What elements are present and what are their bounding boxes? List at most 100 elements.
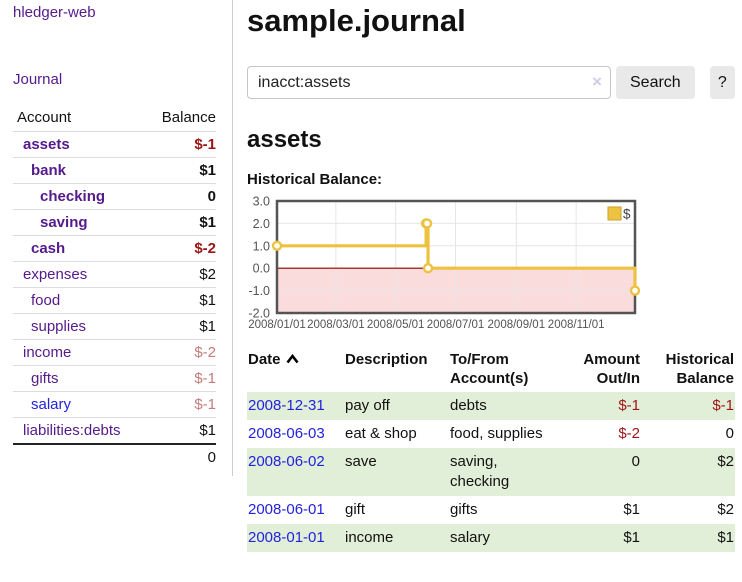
- transaction-accounts: food, supplies: [450, 425, 543, 442]
- account-link-gifts[interactable]: gifts: [31, 370, 59, 387]
- column-header-amount: Amount Out/In: [583, 351, 640, 387]
- transaction-description: income: [345, 529, 394, 546]
- svg-text:2008/01/01: 2008/01/01: [248, 319, 306, 331]
- sort-asc-icon: [285, 350, 299, 369]
- account-row: income $-2: [13, 339, 216, 366]
- svg-text:2008/03/01: 2008/03/01: [307, 319, 365, 331]
- svg-text:2008/05/01: 2008/05/01: [367, 319, 425, 331]
- column-header-description: Description: [345, 351, 428, 368]
- sidebar: hledger-web Journal Account Balance asse…: [0, 0, 233, 476]
- historical-balance-chart: 3.0 2.0 1.0 0.0 -1.0 -2.0 2008/01/01 2008/03/01…: [247, 195, 735, 335]
- svg-text:1.0: 1.0: [253, 239, 270, 253]
- account-balance: $-2: [194, 240, 216, 257]
- account-link-bank[interactable]: bank: [31, 162, 67, 179]
- transaction-row: 2008-01-01 income salary $1 $1: [247, 524, 735, 552]
- svg-text:2008/09/01: 2008/09/01: [488, 319, 546, 331]
- sidebar-item-journal[interactable]: Journal: [13, 71, 63, 88]
- accounts-total-row: 0: [13, 444, 216, 470]
- account-link-liabilities-debts[interactable]: liabilities:debts: [23, 422, 121, 439]
- account-link-supplies[interactable]: supplies: [31, 318, 87, 335]
- transaction-date-link[interactable]: 2008-06-02: [248, 453, 325, 470]
- transaction-accounts: saving, checking: [450, 453, 510, 490]
- transaction-amount: 0: [631, 453, 640, 470]
- account-balance: $1: [199, 292, 216, 309]
- account-row: cash $-2: [13, 235, 216, 262]
- account-balance: $-1: [194, 370, 216, 387]
- account-link-food[interactable]: food: [31, 292, 61, 309]
- transaction-accounts: debts: [450, 397, 487, 414]
- account-row: checking 0: [13, 183, 216, 210]
- main-content: sample.journal × Search ? assets Histori…: [233, 0, 742, 552]
- search-form: × Search ?: [247, 66, 735, 99]
- transaction-date-link[interactable]: 2008-01-01: [248, 529, 325, 546]
- transaction-date-link[interactable]: 2008-06-03: [248, 425, 325, 442]
- account-link-expenses[interactable]: expenses: [23, 266, 88, 283]
- column-header-date[interactable]: Date: [247, 347, 344, 392]
- account-row: bank $1: [13, 157, 216, 184]
- transaction-description: save: [345, 453, 377, 470]
- transaction-accounts: gifts: [450, 501, 478, 518]
- svg-text:2.0: 2.0: [253, 217, 270, 231]
- transaction-balance: $1: [717, 529, 734, 546]
- account-row: expenses $2: [13, 261, 216, 288]
- chart-title: Historical Balance:: [247, 171, 383, 188]
- account-balance: $1: [199, 422, 216, 439]
- transaction-date-link[interactable]: 2008-06-01: [248, 501, 325, 518]
- svg-text:-1.0: -1.0: [248, 284, 270, 298]
- account-heading: assets: [247, 126, 322, 153]
- account-row: liabilities:debts $1: [13, 417, 216, 445]
- transaction-row: 2008-06-02 save saving, checking 0 $2: [247, 448, 735, 496]
- search-button[interactable]: Search: [616, 66, 695, 99]
- svg-text:-2.0: -2.0: [248, 307, 270, 321]
- svg-text:0.0: 0.0: [253, 262, 270, 276]
- account-link-assets[interactable]: assets: [23, 136, 70, 153]
- search-input[interactable]: [247, 66, 611, 99]
- account-row: supplies $1: [13, 313, 216, 340]
- svg-text:2008/11/01: 2008/11/01: [548, 319, 605, 331]
- accounts-total-value: 0: [207, 449, 216, 466]
- transaction-description: gift: [345, 501, 366, 518]
- transaction-description: pay off: [345, 397, 390, 414]
- transaction-amount: $1: [623, 501, 640, 518]
- account-balance: $1: [199, 162, 216, 179]
- account-row: food $1: [13, 287, 216, 314]
- svg-text:$: $: [623, 207, 631, 222]
- account-balance: $-1: [194, 136, 216, 153]
- balance-col-header: Balance: [161, 109, 216, 126]
- account-row: salary $-1: [13, 391, 216, 418]
- account-balance: $1: [199, 318, 216, 335]
- transaction-accounts: salary: [450, 529, 491, 546]
- transaction-balance: $-1: [712, 397, 734, 414]
- account-balance: 0: [207, 188, 216, 205]
- account-link-cash[interactable]: cash: [31, 240, 66, 257]
- account-link-saving[interactable]: saving: [40, 214, 88, 231]
- transaction-balance: $2: [717, 501, 734, 518]
- transaction-date-link[interactable]: 2008-12-31: [248, 397, 325, 414]
- transaction-amount: $1: [623, 529, 640, 546]
- account-link-salary[interactable]: salary: [31, 396, 72, 413]
- column-header-balance: Historical Balance: [665, 351, 734, 387]
- transaction-row: 2008-12-31 pay off debts $-1 $-1: [247, 392, 735, 420]
- transaction-description: eat & shop: [345, 425, 417, 442]
- account-balance: $-2: [194, 344, 216, 361]
- account-link-income[interactable]: income: [23, 344, 72, 361]
- account-row: saving $1: [13, 209, 216, 236]
- account-link-checking[interactable]: checking: [40, 188, 106, 205]
- transaction-amount: $-1: [618, 397, 640, 414]
- account-balance: $-1: [194, 396, 216, 413]
- help-button[interactable]: ?: [709, 66, 735, 99]
- account-balance: $2: [199, 266, 216, 283]
- transaction-balance: 0: [725, 425, 734, 442]
- transaction-amount: $-2: [618, 425, 640, 442]
- account-row: gifts $-1: [13, 365, 216, 392]
- accounts-col-header: Account: [17, 109, 72, 126]
- page-title: sample.journal: [247, 3, 466, 38]
- account-balance: $1: [199, 214, 216, 231]
- transaction-balance: $2: [717, 453, 734, 470]
- svg-text:2008/07/01: 2008/07/01: [427, 319, 485, 331]
- svg-text:3.0: 3.0: [253, 195, 270, 209]
- app-title-link[interactable]: hledger-web: [13, 4, 96, 21]
- accounts-table: Account Balance assets $-1 bank $1 checkin…: [13, 105, 216, 470]
- clear-search-icon[interactable]: ×: [592, 72, 602, 91]
- transactions-table: Date Description To/From Account(s) Amoun…: [247, 347, 735, 552]
